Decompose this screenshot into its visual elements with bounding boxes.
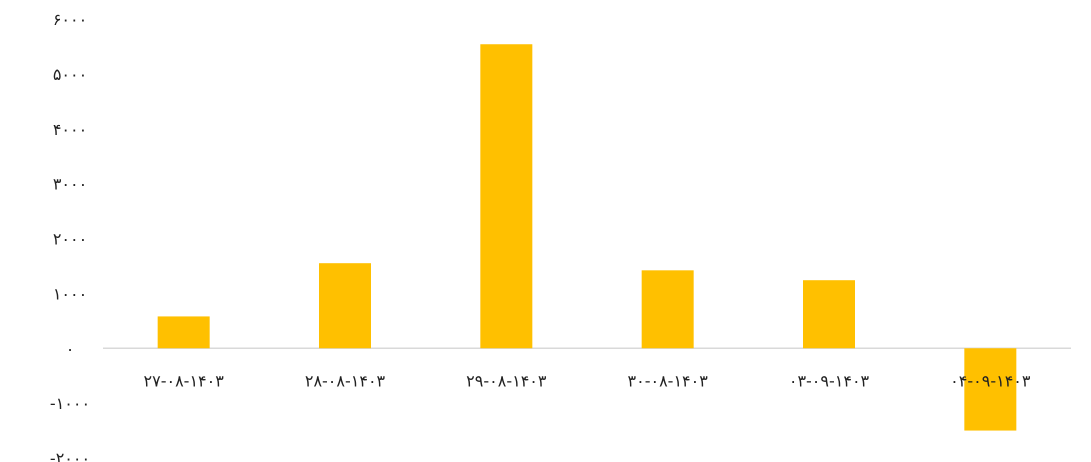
y-axis-tick-labels: ۶۰۰۰ ۵۰۰۰ ۴۰۰۰ ۳۰۰۰ ۲۰۰۰ ۱۰۰۰ ۰ -۱۰۰۰ -۲۰۰۰ [50,10,90,462]
x-category-label: ۲۷-۰۸-۱۴۰۳ [144,371,225,390]
x-category-label: ۰۳-۰۹-۱۴۰۳ [789,371,870,390]
x-axis-category-labels: ۲۷-۰۸-۱۴۰۳ ۲۸-۰۸-۱۴۰۳ ۲۹-۰۸-۱۴۰۳ ۳۰-۰۸-۱۴۰۳… [144,371,1031,390]
y-tick-label: ۲۰۰۰ [53,230,87,249]
y-tick-label: ۵۰۰۰ [53,65,87,84]
y-tick-label: ۰ [66,339,75,358]
x-category-label: ۲۸-۰۸-۱۴۰۳ [305,371,386,390]
y-tick-label: ۳۰۰۰ [53,175,87,194]
bar [964,348,1017,431]
bar [803,280,855,349]
x-category-label: ۳۰-۰۸-۱۴۰۳ [628,371,709,390]
y-tick-label: ۱۰۰۰ [53,284,87,303]
bar [157,316,210,349]
x-category-label: ۰۴-۰۹-۱۴۰۳ [950,371,1031,390]
bars [157,44,1017,431]
y-tick-label: -۲۰۰۰ [50,449,90,462]
bar [319,263,371,349]
y-tick-label: ۴۰۰۰ [53,120,87,139]
x-category-label: ۲۹-۰۸-۱۴۰۳ [466,371,547,390]
y-tick-label: ۶۰۰۰ [53,10,87,29]
bar [480,44,533,349]
y-tick-label: -۱۰۰۰ [50,394,90,413]
bar [641,270,694,349]
